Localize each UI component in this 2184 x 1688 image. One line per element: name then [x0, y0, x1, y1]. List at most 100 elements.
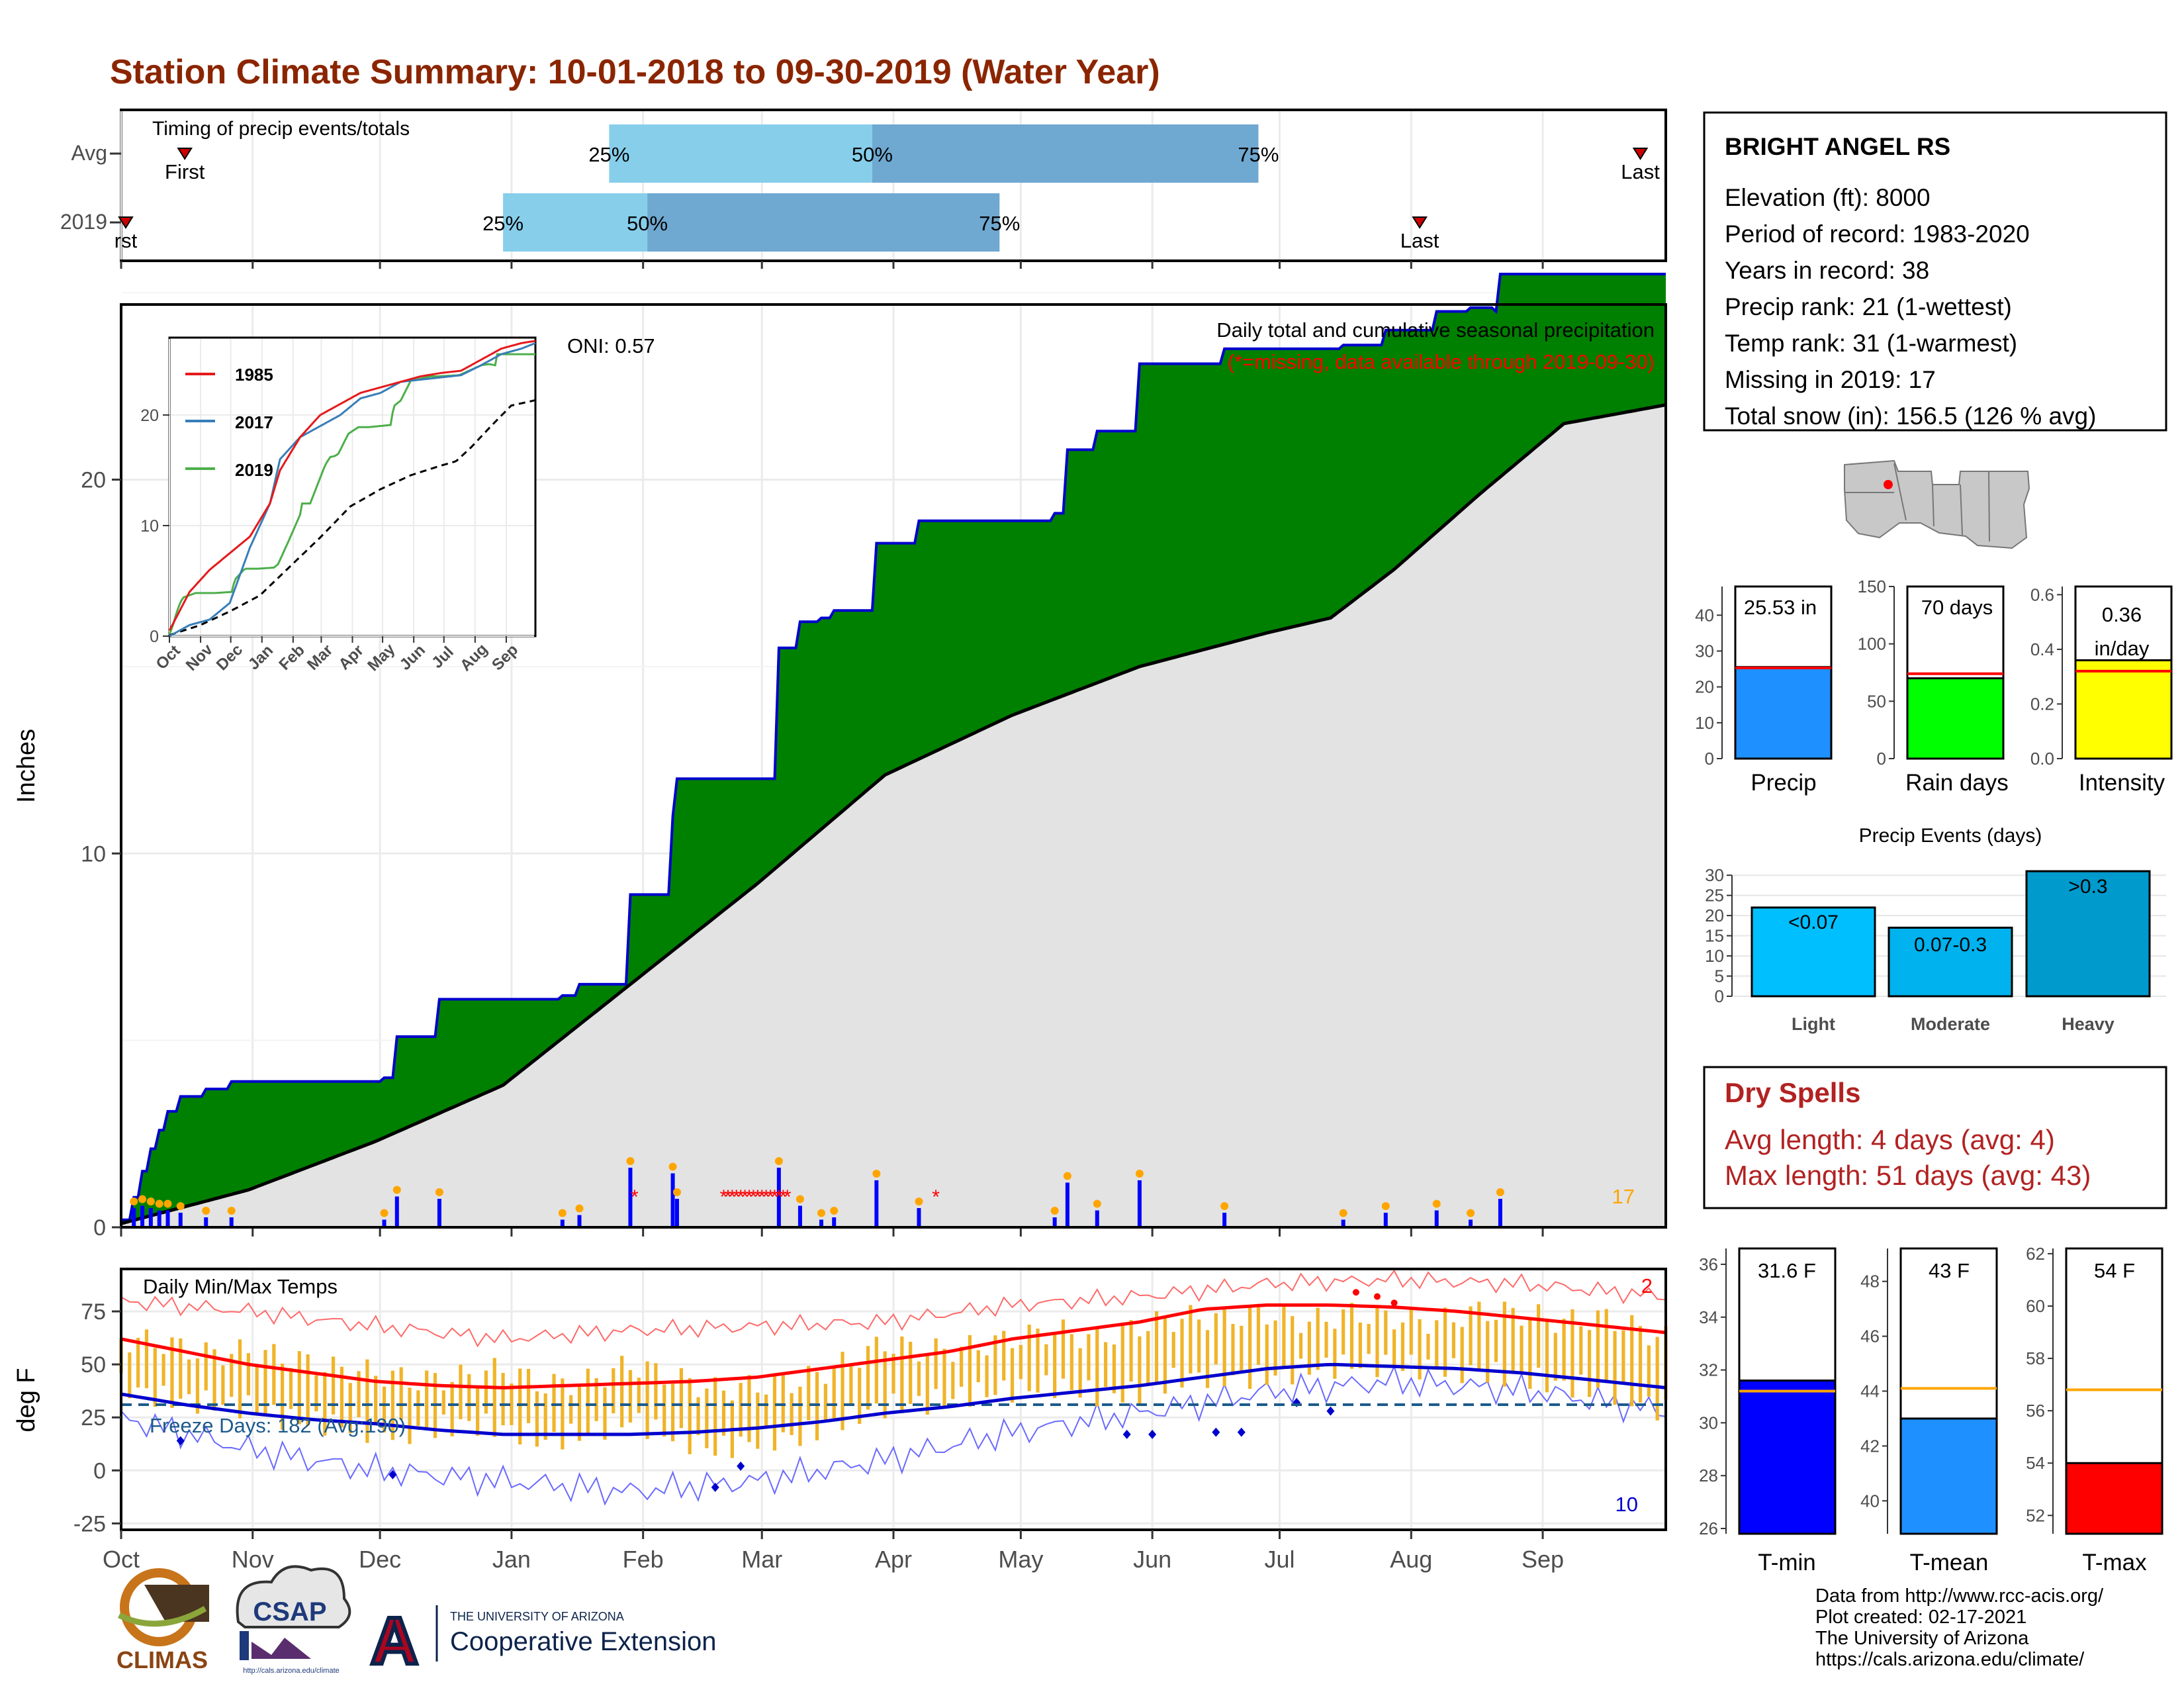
daily-temp-bar	[1655, 1336, 1659, 1421]
snow-marker	[1432, 1199, 1441, 1208]
daily-temp-bar	[1324, 1321, 1328, 1358]
daily-temp-bar	[238, 1339, 242, 1419]
timing-quantile-label: 50%	[627, 212, 668, 235]
daily-temp-bar	[620, 1356, 624, 1428]
inset-legend-1985: 1985	[235, 365, 273, 385]
daily-temp-bar	[230, 1354, 234, 1397]
daily-temp-bar	[1078, 1348, 1082, 1398]
timing-quantile-label: 75%	[979, 212, 1020, 235]
month-tick-label: Apr	[875, 1546, 912, 1573]
daily-temp-bar	[883, 1351, 887, 1419]
timing-quantile-label: 50%	[852, 143, 893, 166]
daily-temp-bar	[501, 1373, 505, 1426]
daily-precip-bars	[130, 1157, 1504, 1227]
events-bar-moderate	[1888, 926, 2013, 998]
daily-temp-bar	[662, 1384, 666, 1437]
daily-temp-bar	[1443, 1307, 1447, 1377]
daily-temp-bar	[416, 1390, 420, 1427]
missing-data-star: *	[741, 1186, 749, 1208]
daily-temp-bar	[492, 1358, 496, 1437]
daily-temp-bar	[382, 1386, 387, 1432]
daily-temp-bar	[535, 1391, 539, 1447]
daily-temp-bar	[246, 1353, 250, 1395]
daily-temp-bar	[450, 1382, 454, 1436]
daily-temp-bar	[1367, 1324, 1371, 1354]
events-label-moderate: Moderate	[1911, 1014, 1990, 1034]
temp-label-tmean: T-mean	[1910, 1550, 1989, 1575]
daily-temp-bar	[1502, 1301, 1506, 1387]
daily-precip-bar	[165, 1210, 170, 1227]
daily-temp-bar	[484, 1370, 488, 1414]
ua-small-text: THE UNIVERSITY OF ARIZONA	[450, 1610, 624, 1623]
snow-marker	[380, 1209, 388, 1217]
daily-temp-bar	[518, 1368, 522, 1445]
daily-precip-bar	[1052, 1217, 1057, 1227]
daily-temp-bar	[357, 1371, 361, 1417]
summary-y-tick: 0.6	[2030, 585, 2054, 604]
events-y-tick: 15	[1705, 926, 1724, 946]
missing-data-star: *	[762, 1186, 770, 1208]
daily-temp-bar	[1171, 1332, 1175, 1368]
daily-temp-bar	[1298, 1333, 1303, 1359]
temp-summary-bar-0	[1738, 1380, 1837, 1535]
timing-quantile-label: 25%	[588, 143, 629, 166]
temp-value-tmax: 54 F	[2094, 1259, 2135, 1282]
timing-title: Timing of precip events/totals	[152, 118, 410, 140]
location-map	[1841, 459, 2031, 565]
record-low-marker	[1212, 1427, 1220, 1437]
snow-marker	[130, 1197, 138, 1205]
ua-logo-letter: A	[371, 1604, 418, 1678]
missing-data-star: *	[779, 1186, 787, 1208]
daily-precip-bar	[229, 1217, 234, 1227]
daily-temp-bar	[212, 1349, 216, 1411]
daily-temp-bar	[1604, 1309, 1608, 1383]
daily-temp-bar	[561, 1378, 565, 1450]
daily-temp-bar	[1265, 1324, 1269, 1385]
timing-event-marker	[177, 148, 193, 160]
daily-precip-bar	[1469, 1219, 1473, 1227]
dry-spells-box: Dry Spells Avg length: 4 days (avg: 4) M…	[1703, 1066, 2167, 1209]
daily-temp-bar	[1638, 1326, 1643, 1403]
timing-event-label: rst	[114, 229, 138, 252]
page-title: Station Climate Summary: 10-01-2018 to 0…	[110, 53, 1160, 91]
temp-summary-bar-2	[2065, 1462, 2163, 1535]
record-low-marker	[1148, 1429, 1157, 1439]
daily-temp-bar	[654, 1363, 658, 1420]
cumulative-avg-line	[120, 403, 1666, 1225]
summary-value-intensity-unit: in/day	[2095, 637, 2150, 660]
daily-temp-bar	[1197, 1319, 1201, 1373]
daily-precip-bar	[157, 1210, 161, 1227]
csap-logo: CSAP http://cals.arizona.edu/climate	[236, 1565, 351, 1675]
record-max-line	[120, 1269, 1666, 1348]
temp-summary-y-tick: 34	[1699, 1307, 1718, 1327]
daily-precip-bar	[1383, 1213, 1388, 1227]
daily-temp-bar	[332, 1356, 336, 1415]
events-y-tick: 10	[1705, 946, 1724, 966]
temp-summary-y-tick: 30	[1699, 1413, 1718, 1432]
summary-y-tick: 0	[1705, 749, 1714, 769]
summary-bar-1	[1906, 677, 2005, 760]
summary-y-tick: 150	[1858, 577, 1886, 596]
snow-marker	[796, 1195, 804, 1203]
timing-event-marker	[118, 216, 134, 229]
daily-temp-bar	[713, 1377, 717, 1456]
daily-precip-bar	[832, 1217, 837, 1227]
record-low-marker	[1237, 1427, 1246, 1437]
daily-temp-bar	[891, 1354, 895, 1394]
daily-temp-bar	[1333, 1329, 1337, 1379]
daily-temp-bar	[510, 1383, 514, 1425]
timing-bar-q1	[609, 124, 872, 183]
inset-y-tick: 0	[150, 628, 159, 646]
record-high-marker	[1390, 1299, 1398, 1307]
record-min-count: 10	[1615, 1493, 1638, 1516]
station-missing: Missing in 2019: 17	[1725, 366, 1936, 393]
daily-temp-bar	[866, 1346, 870, 1410]
temp-y-tick: 0	[93, 1458, 106, 1483]
avg-min-line	[120, 1362, 1666, 1436]
daily-temp-bar	[281, 1363, 285, 1430]
daily-temp-bar	[569, 1395, 573, 1424]
snow-marker	[202, 1207, 210, 1215]
avg-max-line	[120, 1303, 1666, 1389]
daily-temp-bar	[179, 1338, 183, 1399]
